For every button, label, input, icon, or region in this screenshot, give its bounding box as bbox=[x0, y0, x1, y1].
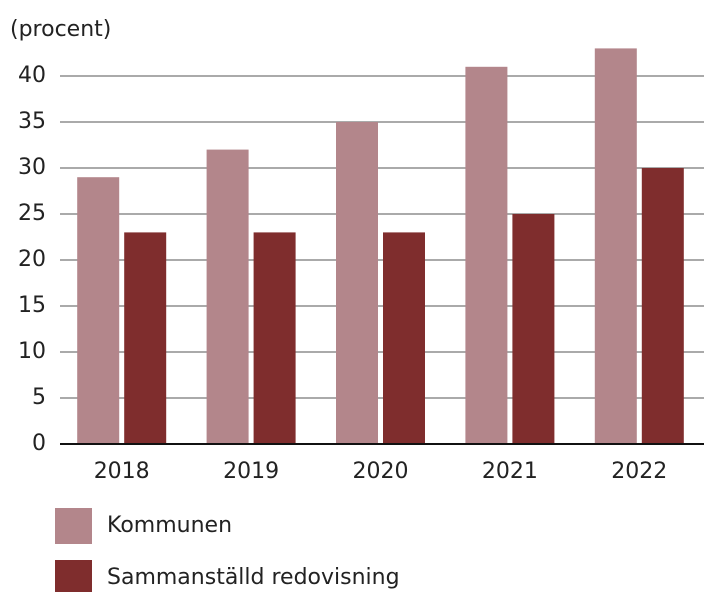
y-axis-label: (procent) bbox=[10, 17, 111, 42]
x-tick-label: 2018 bbox=[94, 459, 150, 484]
x-tick-label: 2021 bbox=[482, 459, 538, 484]
bar bbox=[641, 168, 684, 444]
legend-label: Kommunen bbox=[107, 513, 232, 538]
legend-swatch bbox=[55, 560, 92, 592]
bar bbox=[253, 232, 296, 444]
y-tick-label: 0 bbox=[32, 431, 46, 456]
y-tick-label: 25 bbox=[18, 201, 46, 226]
x-tick-label: 2020 bbox=[353, 459, 409, 484]
bar bbox=[336, 122, 378, 444]
bar bbox=[77, 177, 120, 444]
legend-label: Sammanställd redovisning bbox=[107, 565, 400, 590]
x-tick-label: 2022 bbox=[611, 459, 667, 484]
bar bbox=[594, 48, 637, 445]
y-tick-label: 5 bbox=[32, 385, 46, 410]
y-tick-label: 20 bbox=[18, 247, 46, 272]
legend-swatch bbox=[55, 508, 92, 544]
x-tick-label: 2019 bbox=[223, 459, 279, 484]
y-tick-label: 40 bbox=[18, 63, 46, 88]
bar bbox=[512, 214, 555, 444]
bar bbox=[206, 149, 249, 444]
bar bbox=[383, 232, 425, 444]
bar bbox=[465, 66, 508, 445]
y-tick-label: 30 bbox=[18, 155, 46, 180]
y-tick-label: 15 bbox=[18, 293, 46, 318]
y-tick-label: 10 bbox=[18, 339, 46, 364]
bar bbox=[124, 232, 167, 444]
y-tick-label: 35 bbox=[18, 109, 46, 134]
